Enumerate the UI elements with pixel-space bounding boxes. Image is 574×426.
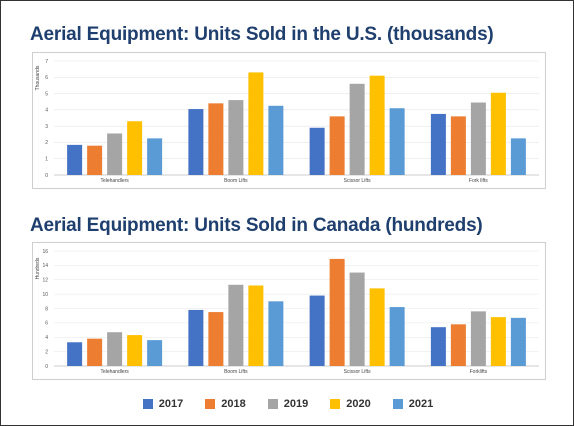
- y-tick-label: 3: [45, 124, 48, 130]
- legend-label: 2018: [221, 398, 246, 410]
- bar-2019-boom-lifts: [228, 100, 244, 175]
- legend-label: 2021: [408, 398, 434, 410]
- y-axis-label: Hundreds: [35, 257, 41, 279]
- y-tick-label: 6: [45, 75, 48, 81]
- bar-2019-telehandlers: [107, 133, 123, 175]
- chart-title-us: Aerial Equipment: Units Sold in the U.S.…: [30, 24, 494, 45]
- legend-swatch: [330, 399, 341, 409]
- bar-2017-telehandlers: [67, 342, 83, 366]
- chart-us: Thousands 0 1 2 3 4 5 6 7 Telehandlers Boom Lifts S…: [32, 52, 546, 189]
- y-tick-label: 14: [42, 263, 48, 269]
- bar-2021-telehandlers: [147, 138, 163, 175]
- y-tick-label: 4: [45, 335, 48, 341]
- bar-2017-scissor-lifts: [309, 295, 325, 366]
- bar-2021-forklifts: [510, 317, 526, 366]
- y-tick-label: 10: [42, 292, 48, 298]
- legend-swatch: [267, 399, 278, 409]
- y-tick-label: 16: [42, 249, 48, 255]
- bar-2017-boom-lifts: [188, 309, 204, 366]
- bar-2020-telehandlers: [127, 121, 143, 175]
- legend-item-2018: 2018: [205, 398, 246, 410]
- x-category-label: Scissor Lifts: [344, 178, 371, 184]
- bar-2019-boom-lifts: [228, 284, 244, 366]
- y-axis-label: Thousands: [35, 65, 41, 90]
- bar-2021-boom-lifts: [268, 301, 284, 366]
- y-tick-label: 12: [42, 278, 48, 284]
- y-tick-label: 5: [45, 91, 48, 97]
- y-tick-label: 2: [45, 140, 48, 146]
- legend-label: 2019: [283, 398, 309, 410]
- y-tick-label: 0: [45, 173, 48, 179]
- bar-2019-fork-lifts: [470, 102, 486, 175]
- bar-2020-boom-lifts: [248, 72, 264, 175]
- y-tick-label: 2: [45, 349, 48, 355]
- legend-item-2020: 2020: [330, 398, 371, 410]
- bar-2021-scissor-lifts: [389, 307, 405, 366]
- chart-title-canada: Aerial Equipment: Units Sold in Canada (…: [30, 215, 483, 236]
- bar-2017-boom-lifts: [188, 109, 204, 175]
- y-tick-label: 6: [45, 321, 48, 327]
- bar-2018-scissor-lifts: [329, 116, 345, 175]
- y-tick-label: 8: [45, 306, 48, 312]
- bar-2019-scissor-lifts: [349, 83, 365, 175]
- bar-2019-forklifts: [470, 311, 486, 366]
- bar-2020-telehandlers: [127, 335, 143, 366]
- bar-2018-scissor-lifts: [329, 258, 345, 366]
- x-category-label: Telehandlers: [100, 178, 129, 184]
- legend: 2017 2018 2019 2020 2021: [1, 398, 574, 410]
- bar-2017-fork-lifts: [430, 113, 446, 175]
- legend-item-2019: 2019: [267, 398, 309, 410]
- bar-2018-telehandlers: [87, 338, 103, 366]
- legend-label: 2020: [346, 398, 371, 410]
- x-category-label: Boom Lifts: [224, 178, 248, 184]
- bar-2020-boom-lifts: [248, 285, 264, 366]
- chart-canada: Hundreds 0 2 4 6 8 10 12 14 16 Telehandlers Boom Li…: [32, 242, 546, 380]
- x-category-label: Boom Lifts: [224, 369, 248, 375]
- bar-2020-scissor-lifts: [369, 75, 385, 175]
- bar-2017-telehandlers: [67, 144, 83, 175]
- bar-2020-fork-lifts: [490, 92, 506, 175]
- bar-2020-scissor-lifts: [369, 288, 385, 366]
- x-category-label: Fork lifts: [469, 178, 488, 184]
- chart-canada-svg: Hundreds 0 2 4 6 8 10 12 14 16 Telehandlers Boom Li…: [35, 249, 539, 375]
- bar-2020-forklifts: [490, 317, 506, 366]
- legend-swatch: [205, 399, 216, 409]
- bar-2017-forklifts: [430, 327, 446, 366]
- x-category-label: Scissor Lifts: [344, 369, 371, 375]
- bar-2018-boom-lifts: [208, 312, 224, 366]
- legend-item-2021: 2021: [392, 398, 434, 410]
- y-tick-label: 0: [45, 364, 48, 370]
- bar-2021-fork-lifts: [510, 138, 526, 175]
- bar-2021-boom-lifts: [268, 105, 284, 175]
- legend-swatch: [392, 399, 403, 409]
- legend-label: 2017: [158, 398, 184, 410]
- x-category-label: Telehandlers: [100, 369, 129, 375]
- bar-2018-boom-lifts: [208, 103, 224, 175]
- bar-2021-scissor-lifts: [389, 108, 405, 175]
- bar-2018-fork-lifts: [450, 116, 466, 175]
- bar-2019-scissor-lifts: [349, 272, 365, 366]
- y-tick-label: 1: [45, 157, 48, 163]
- y-tick-label: 4: [45, 108, 48, 114]
- x-category-label: Forklifts: [470, 369, 488, 375]
- chart-us-svg: Thousands 0 1 2 3 4 5 6 7 Telehandlers Boom Lifts S…: [35, 59, 539, 184]
- bar-2017-scissor-lifts: [309, 127, 325, 175]
- bar-2019-telehandlers: [107, 332, 123, 366]
- y-tick-label: 7: [45, 59, 48, 65]
- legend-swatch: [142, 399, 153, 409]
- bar-2021-telehandlers: [147, 340, 163, 366]
- bar-2018-telehandlers: [87, 145, 103, 175]
- bar-2018-forklifts: [450, 324, 466, 366]
- legend-item-2017: 2017: [142, 398, 184, 410]
